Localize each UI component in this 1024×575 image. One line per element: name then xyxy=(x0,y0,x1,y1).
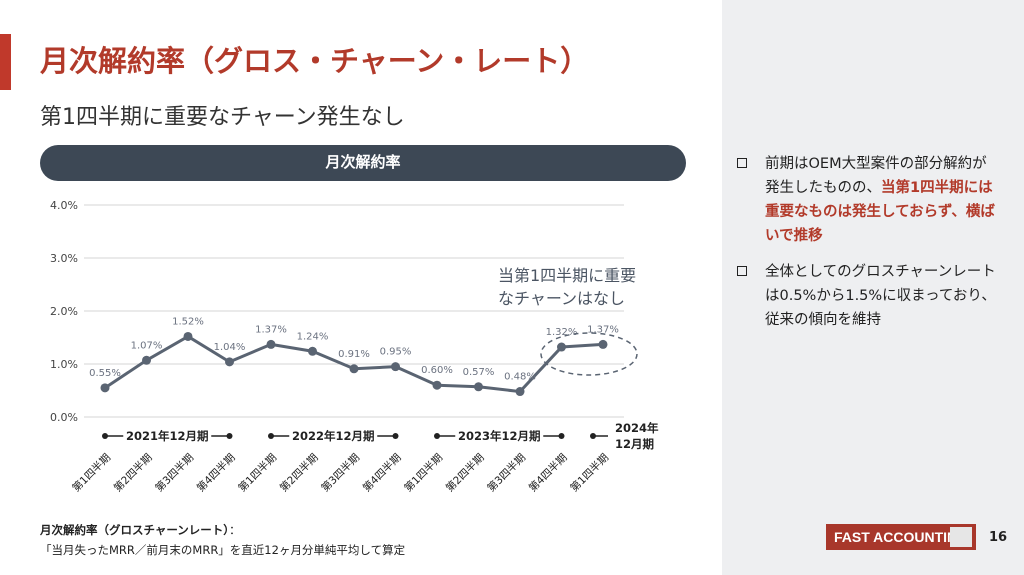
logo-text: FAST ACCOUNTING xyxy=(834,529,969,545)
y-tick-label: 1.0% xyxy=(50,358,78,371)
data-label: 1.24% xyxy=(297,331,329,342)
bullet-text: 前期はOEM大型案件の部分解約が発生したものの、 xyxy=(765,156,987,196)
data-label: 1.37% xyxy=(255,324,287,335)
period-bracket-end xyxy=(392,433,399,439)
data-point xyxy=(598,339,608,349)
checkbox-bullet-icon xyxy=(737,266,747,276)
data-label: 1.07% xyxy=(131,340,163,351)
line-chart: 0.0% 1.0% 2.0% 3.0% 4.0% 0.55% 1.07% 1.52% 1.04%… xyxy=(50,199,659,495)
data-point xyxy=(557,342,566,352)
annotation-text: 当第1四半期に重要 xyxy=(498,266,636,285)
data-point xyxy=(100,383,110,393)
data-label: 0.48% xyxy=(504,372,536,383)
data-point xyxy=(474,382,483,392)
data-label: 0.57% xyxy=(463,367,495,378)
footnote-title: 月次解約率（グロスチャーンレート） xyxy=(40,523,230,537)
data-label: 0.95% xyxy=(380,347,412,358)
data-point xyxy=(349,364,359,374)
period-bracket-end xyxy=(590,433,596,439)
x-tick-label: 第3四半期 xyxy=(153,451,197,495)
data-point xyxy=(515,387,525,397)
page-subtitle: 第1四半期に重要なチャーン発生なし xyxy=(40,105,405,130)
x-tick-label: 第2四半期 xyxy=(111,451,155,495)
y-tick-label: 3.0% xyxy=(50,252,78,265)
data-point xyxy=(183,331,193,341)
data-label: 1.37% xyxy=(587,324,619,335)
company-logo: FAST ACCOUNTING xyxy=(826,524,976,550)
bullet-item: 全体としてのグロスチャーンレートは0.5%から1.5%に収まっており、従来の傾向… xyxy=(737,260,997,332)
x-tick-label: 第2四半期 xyxy=(277,451,321,495)
footnote-colon: ： xyxy=(229,523,241,537)
page-number: 16 xyxy=(989,530,1008,545)
title-accent-bar xyxy=(0,34,11,90)
bullet-emphasis-text: 当第1四半期には重要なものは発生しておらず、横ばいで推移 xyxy=(765,180,995,244)
chart-banner: 月次解約率 xyxy=(40,145,686,181)
data-point xyxy=(225,357,234,367)
period-label: 2022年12月期 xyxy=(292,429,375,443)
period-bracket-end xyxy=(102,433,108,439)
x-tick-label: 第4四半期 xyxy=(526,451,570,495)
highlight-ellipse xyxy=(540,332,638,376)
y-tick-label: 4.0% xyxy=(50,199,78,212)
data-point xyxy=(308,346,317,356)
period-bracket-end xyxy=(558,433,565,439)
period-bracket-end xyxy=(434,433,440,439)
bullet-item: 前期はOEM大型案件の部分解約が発生したものの、当第1四半期には重要なものは発生… xyxy=(737,152,997,248)
bullet-text: 全体としてのグロスチャーンレートは0.5%から1.5%に収まっており、従来の傾向… xyxy=(765,264,996,328)
footnote: 月次解約率（グロスチャーンレート）： 「当月失ったMRR／前月末のMRR」を直近… xyxy=(40,520,405,560)
checkbox-bullet-icon xyxy=(737,158,747,168)
x-tick-label: 第1四半期 xyxy=(70,451,114,495)
data-label: 0.55% xyxy=(89,368,121,379)
period-label: 2023年12月期 xyxy=(458,429,541,443)
x-tick-label: 第1四半期 xyxy=(568,451,612,495)
data-label: 1.04% xyxy=(214,342,246,353)
data-point xyxy=(266,339,276,349)
data-label: 0.91% xyxy=(338,349,370,360)
annotation-text: なチャーンはなし xyxy=(498,289,625,308)
data-label: 0.60% xyxy=(421,365,453,376)
data-point xyxy=(432,380,442,390)
page-title: 月次解約率（グロス・チャーン・レート） xyxy=(40,44,590,78)
data-label: 1.52% xyxy=(172,316,204,327)
footnote-text: 「当月失ったMRR／前月末のMRR」を直近12ヶ月分単純平均して算定 xyxy=(40,543,406,557)
y-tick-label: 0.0% xyxy=(50,411,78,424)
x-tick-label: 第4四半期 xyxy=(360,451,404,495)
x-tick-label: 第3四半期 xyxy=(319,451,363,495)
x-tick-label: 第1四半期 xyxy=(236,451,280,495)
data-label: 1.32% xyxy=(546,327,578,338)
period-label: 2021年12月期 xyxy=(126,429,209,443)
x-tick-label: 第1四半期 xyxy=(402,451,446,495)
data-point xyxy=(391,362,400,372)
period-bracket-end xyxy=(268,433,274,439)
x-tick-label: 第3四半期 xyxy=(485,451,529,495)
x-tick-label: 第2四半期 xyxy=(443,451,487,495)
x-tick-label: 第4四半期 xyxy=(194,451,238,495)
y-tick-label: 2.0% xyxy=(50,305,78,318)
period-label: 12月期 xyxy=(615,437,654,451)
logo-mark-icon xyxy=(950,527,972,547)
period-bracket-end xyxy=(226,433,233,439)
side-panel xyxy=(722,0,1024,575)
bullet-list: 前期はOEM大型案件の部分解約が発生したものの、当第1四半期には重要なものは発生… xyxy=(737,152,997,344)
data-point xyxy=(142,355,151,365)
period-label: 2024年 xyxy=(615,421,659,435)
